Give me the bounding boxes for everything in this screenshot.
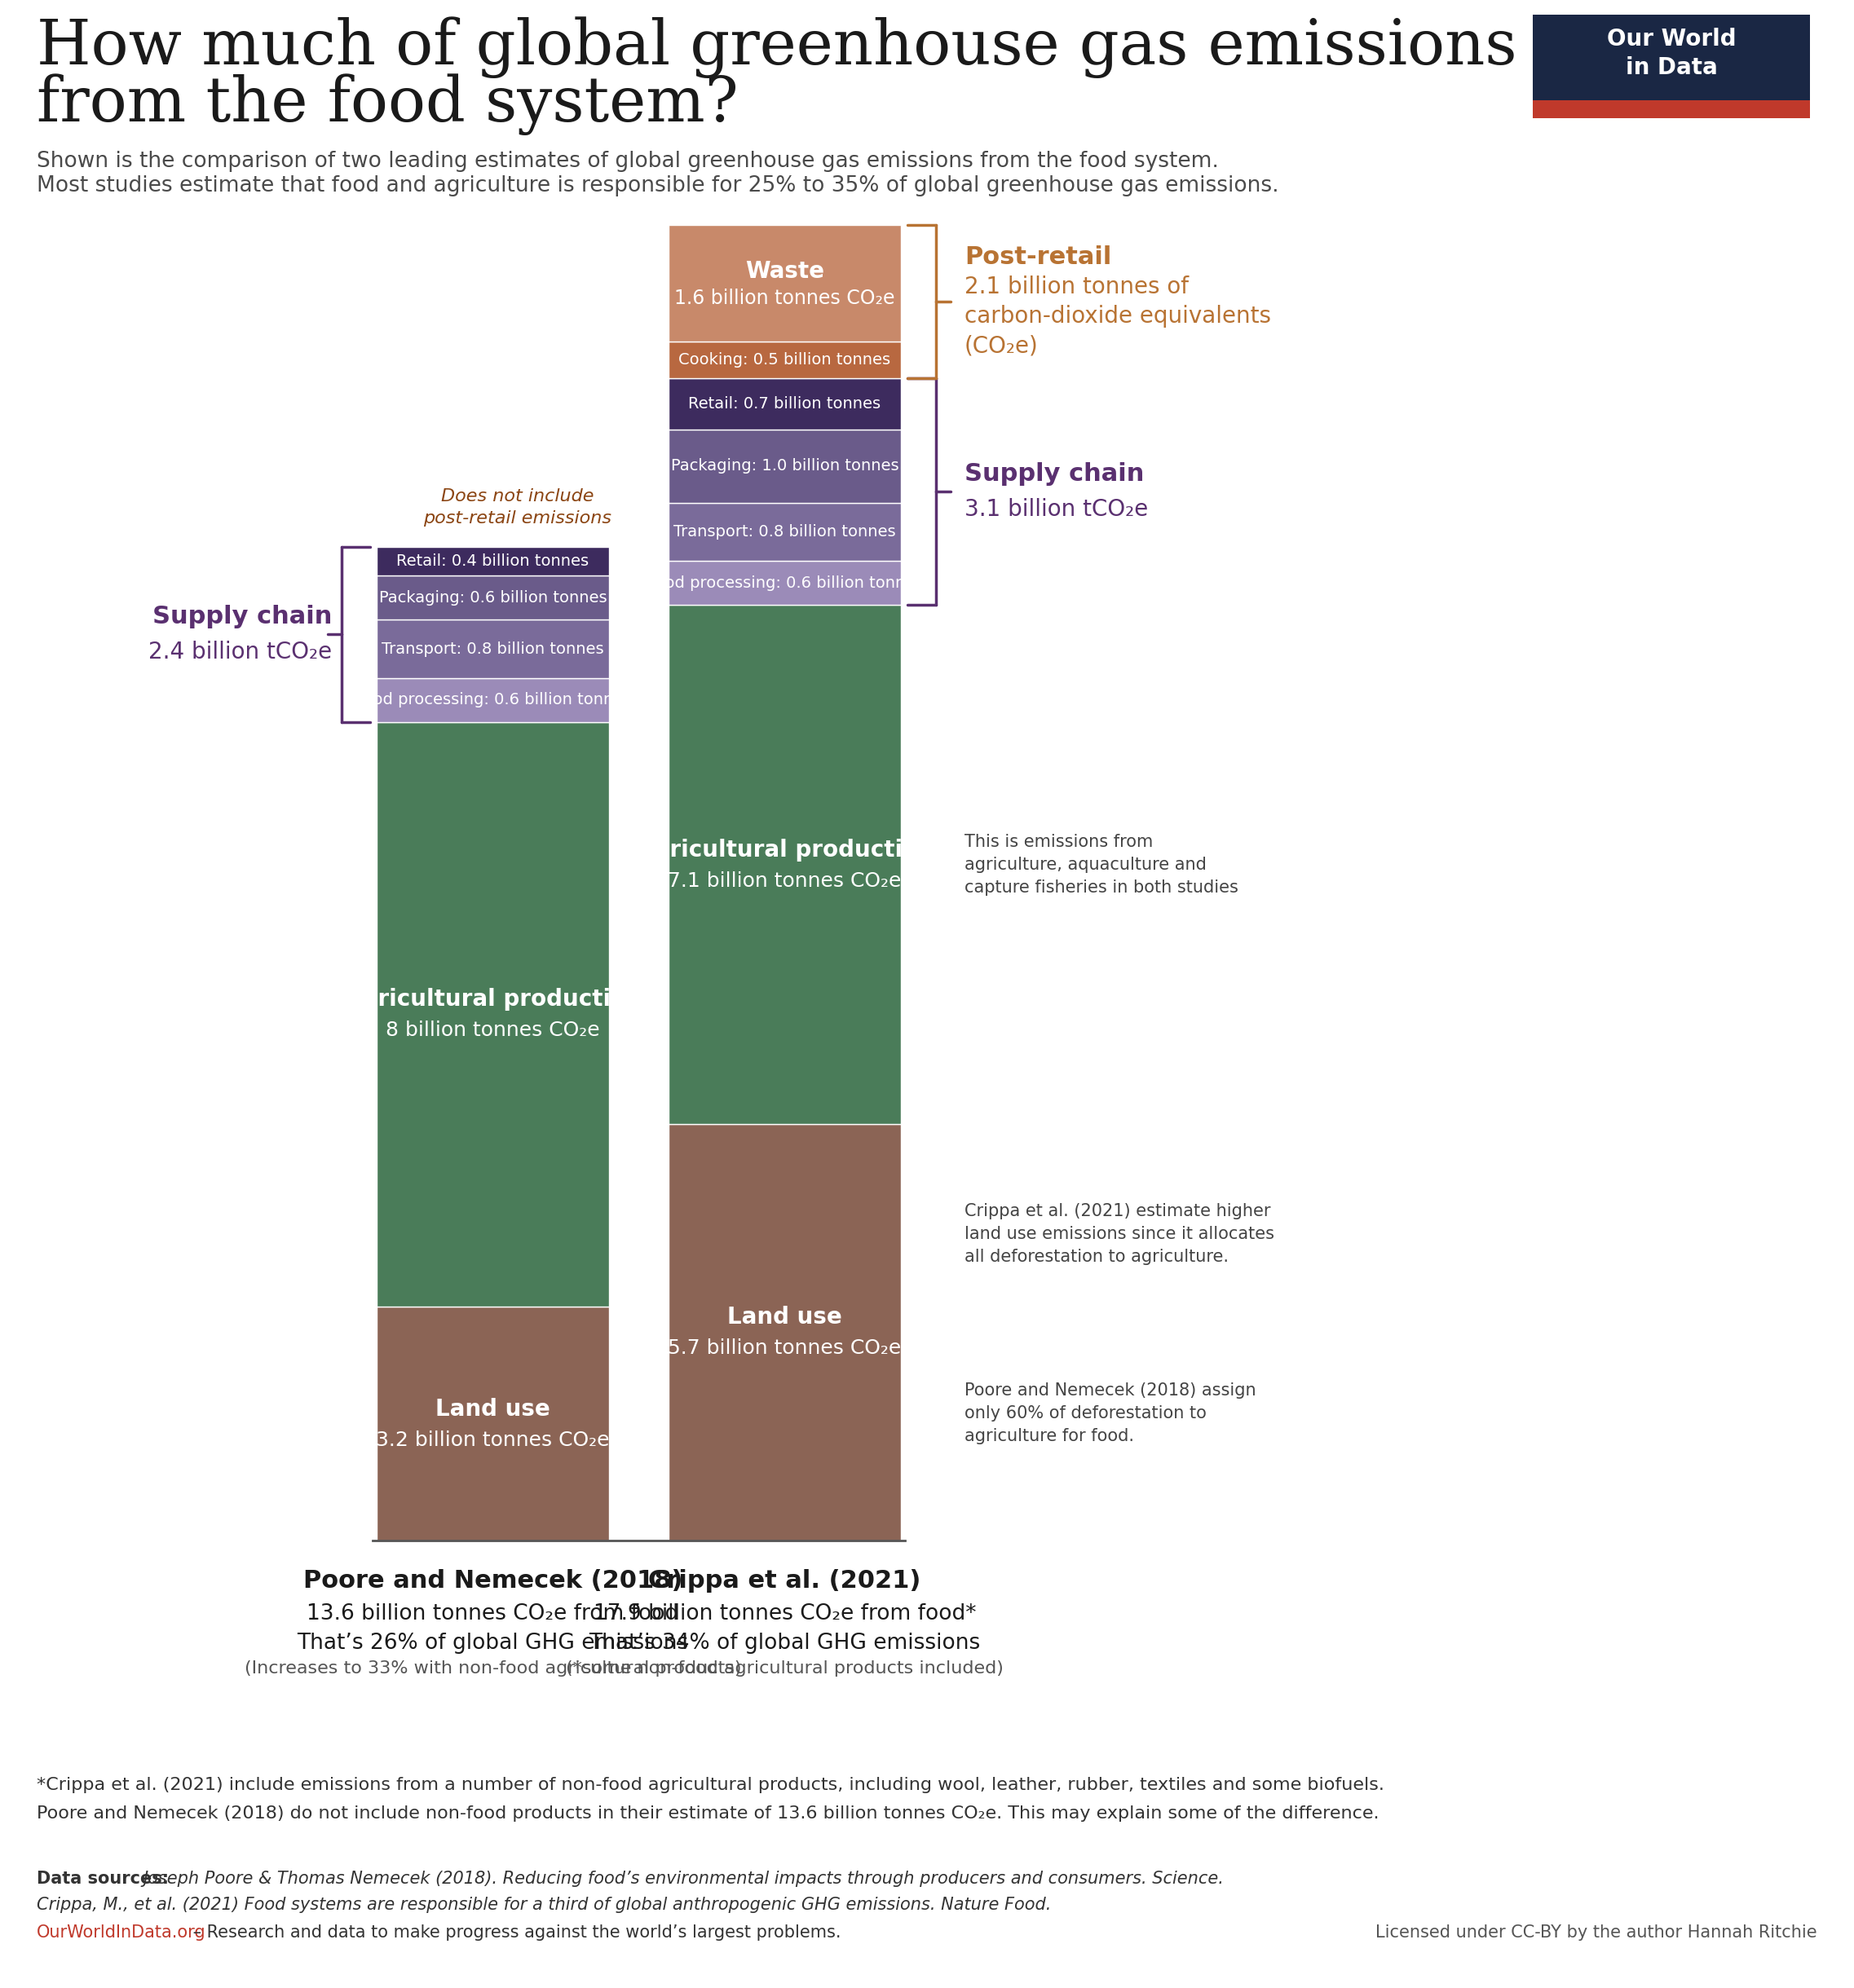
- Bar: [1533, 99, 1810, 117]
- Text: 1.6 billion tonnes CO₂e: 1.6 billion tonnes CO₂e: [675, 288, 895, 308]
- Text: 2.1 billion tonnes of: 2.1 billion tonnes of: [964, 276, 1188, 298]
- Bar: [669, 429, 901, 503]
- Text: 3.2 billion tonnes CO₂e: 3.2 billion tonnes CO₂e: [376, 1429, 610, 1449]
- Text: from the food system?: from the food system?: [37, 74, 738, 135]
- Text: 3.1 billion tCO₂e: 3.1 billion tCO₂e: [964, 499, 1148, 521]
- Text: Data sources:: Data sources:: [37, 1871, 174, 1887]
- Text: Packaging: 0.6 billion tonnes: Packaging: 0.6 billion tonnes: [378, 590, 606, 606]
- Text: Does not include
post-retail emissions: Does not include post-retail emissions: [423, 489, 612, 527]
- Text: 2.4 billion tCO₂e: 2.4 billion tCO₂e: [148, 640, 332, 664]
- Text: Poore and Nemecek (2018) do not include non-food products in their estimate of 1: Poore and Nemecek (2018) do not include …: [37, 1805, 1379, 1821]
- Bar: [376, 577, 608, 620]
- Text: This is emissions from
agriculture, aquaculture and
capture fisheries in both st: This is emissions from agriculture, aqua…: [964, 833, 1238, 895]
- Text: carbon-dioxide equivalents: carbon-dioxide equivalents: [964, 304, 1272, 328]
- Bar: [1533, 14, 1810, 99]
- Text: Packaging: 1.0 billion tonnes: Packaging: 1.0 billion tonnes: [671, 459, 899, 473]
- Bar: [376, 1306, 608, 1541]
- Text: Retail: 0.4 billion tonnes: Retail: 0.4 billion tonnes: [397, 553, 590, 569]
- Text: Land use: Land use: [436, 1398, 551, 1419]
- Text: 17.9 billion tonnes CO₂e from food*: 17.9 billion tonnes CO₂e from food*: [593, 1602, 975, 1624]
- Text: Supply chain: Supply chain: [152, 604, 332, 628]
- Bar: [376, 678, 608, 722]
- Text: – Research and data to make progress against the world’s largest problems.: – Research and data to make progress aga…: [187, 1924, 842, 1940]
- Text: Waste: Waste: [745, 260, 825, 282]
- Text: 13.6 billion tonnes CO₂e from food: 13.6 billion tonnes CO₂e from food: [308, 1602, 679, 1624]
- Text: Shown is the comparison of two leading estimates of global greenhouse gas emissi: Shown is the comparison of two leading e…: [37, 151, 1218, 173]
- Text: Crippa et al. (2021) estimate higher
land use emissions since it allocates
all d: Crippa et al. (2021) estimate higher lan…: [964, 1203, 1274, 1266]
- Text: (*some non-food agricultural products included): (*some non-food agricultural products in…: [565, 1660, 1003, 1676]
- Text: Cooking: 0.5 billion tonnes: Cooking: 0.5 billion tonnes: [679, 352, 890, 368]
- Bar: [376, 722, 608, 1306]
- Bar: [669, 225, 901, 342]
- Text: Retail: 0.7 billion tonnes: Retail: 0.7 billion tonnes: [688, 396, 881, 412]
- Text: Poore and Nemecek (2018): Poore and Nemecek (2018): [302, 1569, 682, 1592]
- Text: 8 billion tonnes CO₂e: 8 billion tonnes CO₂e: [386, 1020, 601, 1040]
- Bar: [669, 378, 901, 429]
- Text: 7.1 billion tonnes CO₂e: 7.1 billion tonnes CO₂e: [667, 871, 901, 891]
- Text: Food processing: 0.6 billion tonnes: Food processing: 0.6 billion tonnes: [647, 575, 923, 590]
- Bar: [669, 604, 901, 1123]
- Text: Crippa, M., et al. (2021) Food systems are responsible for a third of global ant: Crippa, M., et al. (2021) Food systems a…: [37, 1897, 1051, 1912]
- Text: How much of global greenhouse gas emissions come: How much of global greenhouse gas emissi…: [37, 16, 1706, 78]
- Bar: [669, 1123, 901, 1541]
- Text: OurWorldInData.org: OurWorldInData.org: [37, 1924, 206, 1940]
- Text: (Increases to 33% with non-food agricultural products): (Increases to 33% with non-food agricult…: [245, 1660, 742, 1676]
- Text: Food processing: 0.6 billion tonnes: Food processing: 0.6 billion tonnes: [354, 692, 630, 708]
- Text: Land use: Land use: [727, 1306, 842, 1328]
- Text: Licensed under CC-BY by the author Hannah Ritchie: Licensed under CC-BY by the author Hanna…: [1376, 1924, 1817, 1940]
- Text: 5.7 billion tonnes CO₂e: 5.7 billion tonnes CO₂e: [667, 1338, 901, 1358]
- Bar: [669, 561, 901, 604]
- Text: Transport: 0.8 billion tonnes: Transport: 0.8 billion tonnes: [673, 525, 895, 539]
- Text: Poore and Nemecek (2018) assign
only 60% of deforestation to
agriculture for foo: Poore and Nemecek (2018) assign only 60%…: [964, 1384, 1255, 1445]
- Bar: [669, 503, 901, 561]
- Bar: [376, 547, 608, 577]
- Text: Crippa et al. (2021): Crippa et al. (2021): [649, 1569, 921, 1592]
- Bar: [376, 620, 608, 678]
- Text: Agricultural production: Agricultural production: [343, 988, 641, 1012]
- Text: Transport: 0.8 billion tonnes: Transport: 0.8 billion tonnes: [382, 642, 604, 656]
- Text: Post-retail: Post-retail: [964, 245, 1112, 268]
- Bar: [669, 342, 901, 378]
- Text: Most studies estimate that food and agriculture is responsible for 25% to 35% of: Most studies estimate that food and agri…: [37, 175, 1279, 197]
- Text: *Crippa et al. (2021) include emissions from a number of non-food agricultural p: *Crippa et al. (2021) include emissions …: [37, 1777, 1385, 1793]
- Text: Our World
in Data: Our World in Data: [1607, 28, 1735, 80]
- Text: Joseph Poore & Thomas Nemecek (2018). Reducing food’s environmental impacts thro: Joseph Poore & Thomas Nemecek (2018). Re…: [143, 1871, 1224, 1887]
- Text: Supply chain: Supply chain: [964, 461, 1144, 485]
- Text: Agricultural production: Agricultural production: [636, 839, 934, 861]
- Text: (CO₂e): (CO₂e): [964, 334, 1038, 358]
- Text: That’s 26% of global GHG emissions: That’s 26% of global GHG emissions: [297, 1632, 688, 1654]
- Text: That’s 34% of global GHG emissions: That’s 34% of global GHG emissions: [590, 1632, 981, 1654]
